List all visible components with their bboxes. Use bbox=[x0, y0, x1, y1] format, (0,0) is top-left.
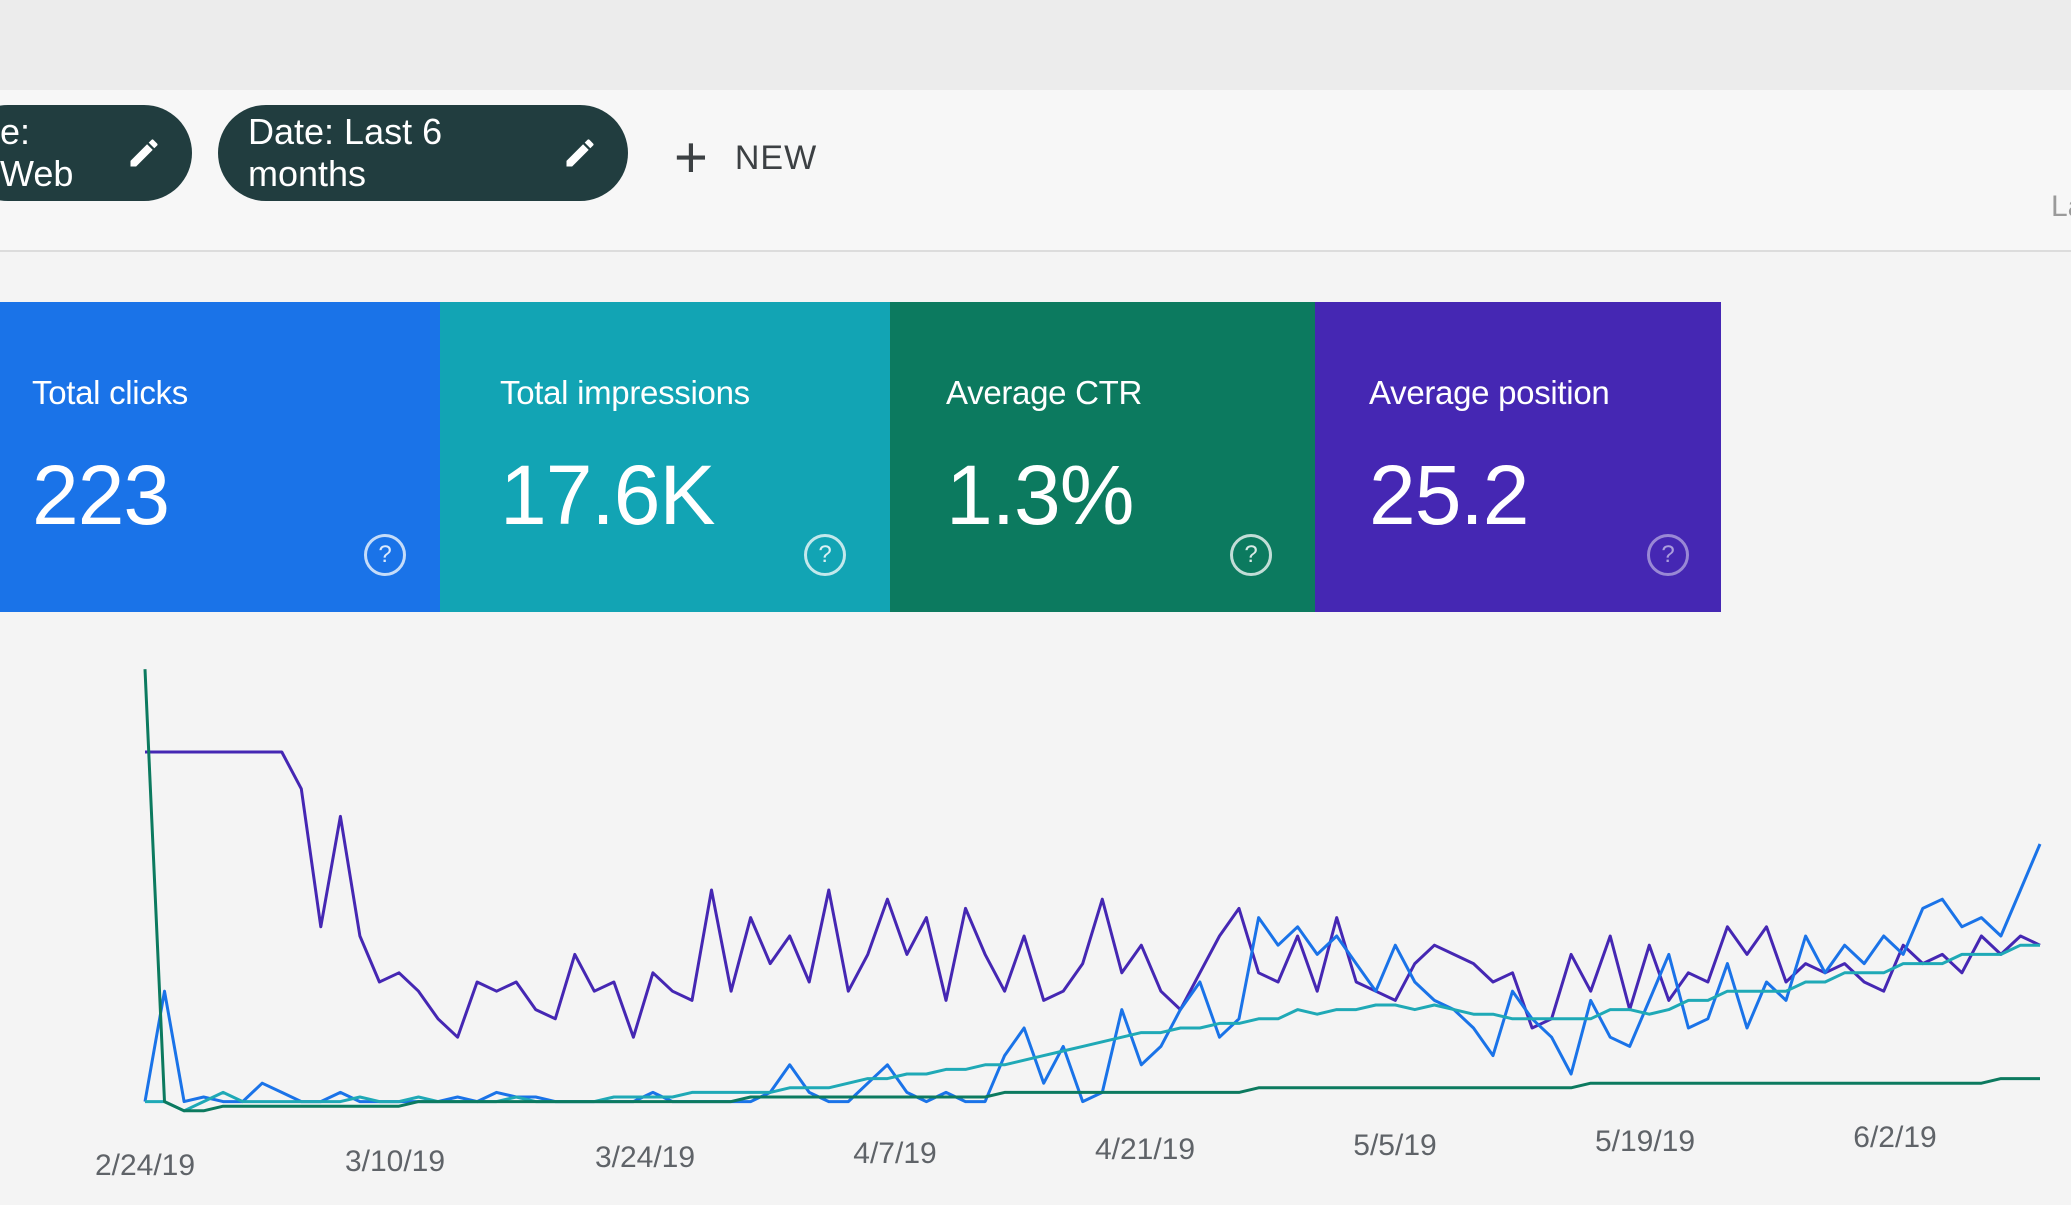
plus-icon: + bbox=[674, 125, 709, 190]
metric-value: 1.3% bbox=[946, 448, 1134, 542]
edit-pencil-icon[interactable] bbox=[126, 133, 162, 173]
new-filter-label: NEW bbox=[734, 138, 818, 177]
metric-card-average-ctr[interactable]: Average CTR 1.3% ? bbox=[890, 302, 1315, 612]
help-icon[interactable]: ? bbox=[364, 534, 406, 576]
x-axis-tick-label: 6/2/19 bbox=[1853, 1121, 1936, 1154]
metric-value: 17.6K bbox=[500, 448, 716, 542]
help-icon[interactable]: ? bbox=[1230, 534, 1272, 576]
chart-series-line-4[interactable] bbox=[143, 669, 2040, 1113]
metric-label: Average CTR bbox=[946, 374, 1143, 411]
x-axis-tick-label: 4/21/19 bbox=[1095, 1133, 1195, 1166]
search-type-filter-label: e: Web bbox=[0, 111, 74, 194]
metric-cards: Total clicks 223 ? Total impressions 17.… bbox=[0, 302, 1721, 612]
chart-series-line-3[interactable] bbox=[145, 943, 2040, 1113]
x-axis-tick-label: 3/24/19 bbox=[595, 1141, 695, 1174]
new-filter-button[interactable]: + NEW bbox=[674, 128, 817, 188]
x-axis-tick-label: 4/7/19 bbox=[853, 1137, 936, 1170]
x-axis-tick-label: 2/24/19 bbox=[95, 1149, 195, 1182]
metric-card-total-clicks[interactable]: Total clicks 223 ? bbox=[0, 302, 440, 612]
chart-series-line-2[interactable] bbox=[143, 843, 2042, 1104]
x-axis-tick-label: 5/19/19 bbox=[1595, 1125, 1695, 1158]
edit-pencil-icon[interactable] bbox=[562, 133, 598, 173]
help-icon[interactable]: ? bbox=[1647, 534, 1689, 576]
performance-line-chart[interactable]: 2/24/19 3/10/19 3/24/19 4/7/19 4/21/19 5/5/19… bbox=[0, 620, 2071, 1205]
metric-card-average-position[interactable]: Average position 25.2 ? bbox=[1315, 302, 1721, 612]
chart-series-line-1[interactable] bbox=[145, 750, 2041, 1039]
metric-card-total-impressions[interactable]: Total impressions 17.6K ? bbox=[440, 302, 890, 612]
x-axis-tick-label: 3/10/19 bbox=[345, 1145, 445, 1178]
help-icon[interactable]: ? bbox=[804, 534, 846, 576]
clipped-right-text: La bbox=[2051, 190, 2071, 223]
search-type-filter-chip[interactable]: e: Web bbox=[0, 105, 192, 201]
date-filter-label: Date: Last 6 months bbox=[248, 111, 443, 194]
metric-value: 223 bbox=[32, 448, 170, 542]
x-axis-tick-label: 5/5/19 bbox=[1353, 1129, 1436, 1162]
date-filter-chip[interactable]: Date: Last 6 months bbox=[218, 105, 628, 201]
metric-label: Total clicks bbox=[32, 374, 188, 411]
metric-label: Average position bbox=[1369, 374, 1610, 411]
metric-label: Total impressions bbox=[500, 374, 750, 411]
metric-value: 25.2 bbox=[1369, 448, 1529, 542]
